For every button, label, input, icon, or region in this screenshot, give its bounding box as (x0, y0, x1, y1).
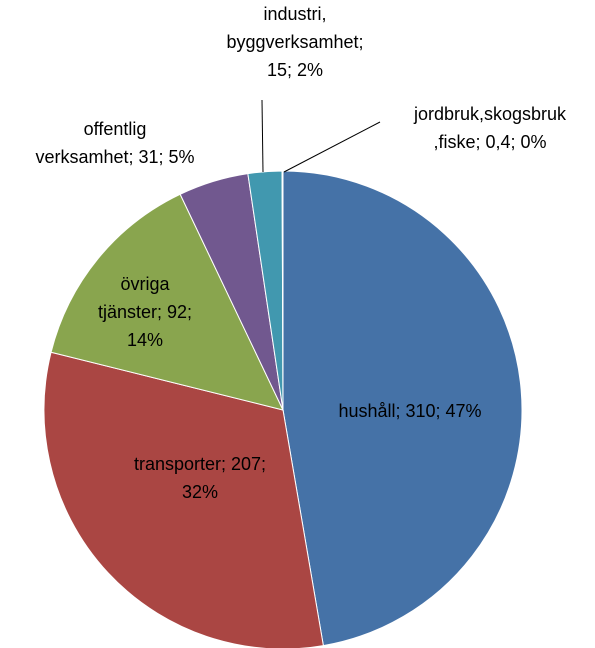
leader-line (261, 99, 264, 173)
pie-slice (50, 193, 284, 411)
slice-label: jordbruk,skogsbruk ,fiske; 0,4; 0% (413, 104, 567, 152)
slice-label: övriga tjänster; 92; 14% (98, 274, 192, 350)
pie-slice (281, 170, 284, 411)
leader-line (283, 121, 381, 173)
pie-slice (282, 170, 523, 647)
slice-label: transporter; 207; 32% (134, 454, 266, 502)
slice-label: hushåll; 310; 47% (338, 401, 481, 421)
slice-label: offentlig verksamhet; 31; 5% (35, 119, 194, 167)
slice-label: industri, byggverksamhet; 15; 2% (226, 4, 363, 80)
